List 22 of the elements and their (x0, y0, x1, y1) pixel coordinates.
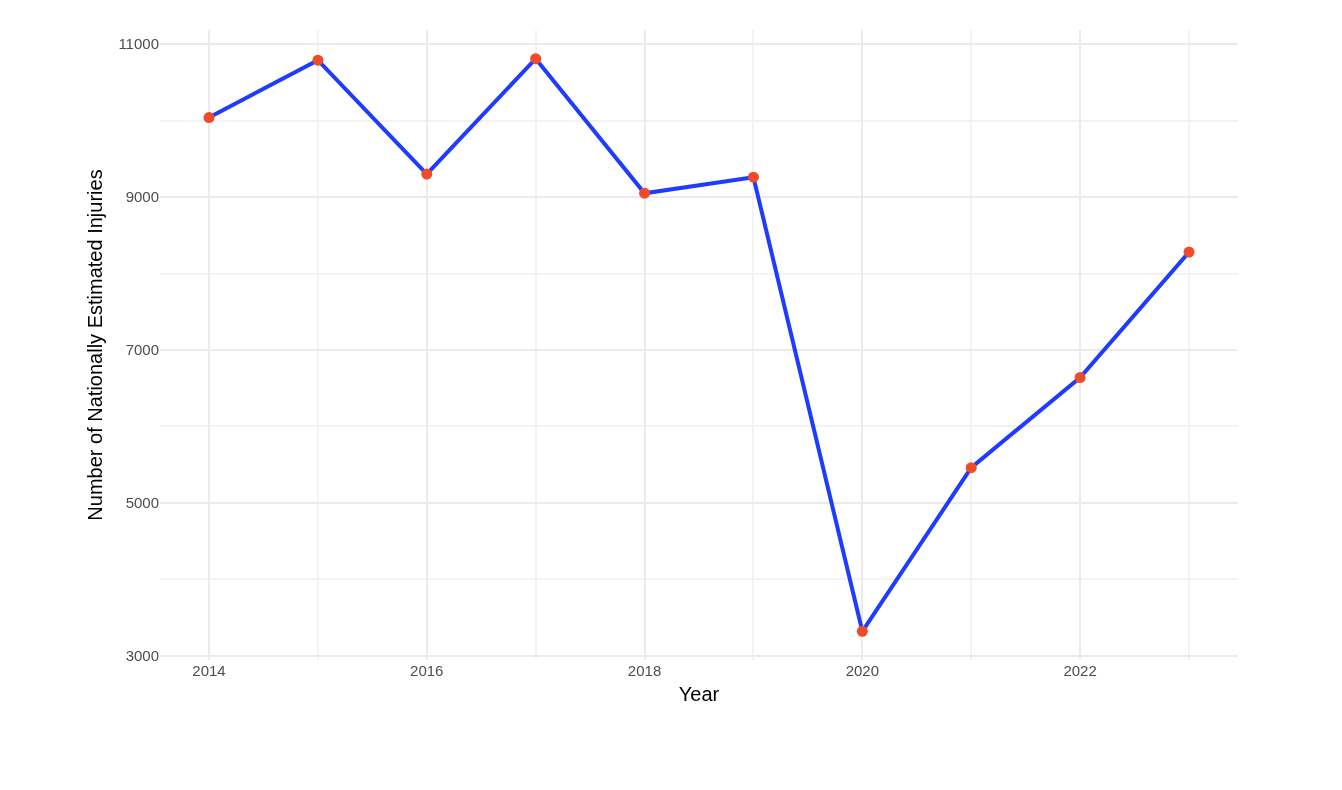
y-tick-label: 7000 (125, 341, 159, 359)
point (1183, 246, 1195, 258)
point (856, 625, 868, 637)
x-tick-label: 2020 (845, 662, 880, 679)
y-tick-label: 5000 (125, 494, 159, 512)
y-tick-label: 3000 (125, 647, 159, 665)
point (965, 462, 977, 474)
y-tick-label: 11000 (118, 35, 159, 53)
point (530, 53, 542, 65)
x-axis-title: Year (678, 682, 720, 705)
point (1074, 371, 1086, 383)
x-tick-label: 2016 (410, 662, 444, 679)
point (203, 112, 215, 124)
point (312, 54, 324, 66)
y-axis-title: Number of Nationally Estimated Injuries (83, 169, 106, 521)
x-tick-label: 2014 (192, 662, 226, 679)
point (639, 187, 651, 199)
x-tick-label: 2022 (1063, 662, 1097, 679)
y-tick-label: 9000 (125, 188, 159, 206)
x-tick-label: 2018 (627, 662, 662, 679)
point (421, 168, 433, 180)
point (747, 171, 759, 183)
